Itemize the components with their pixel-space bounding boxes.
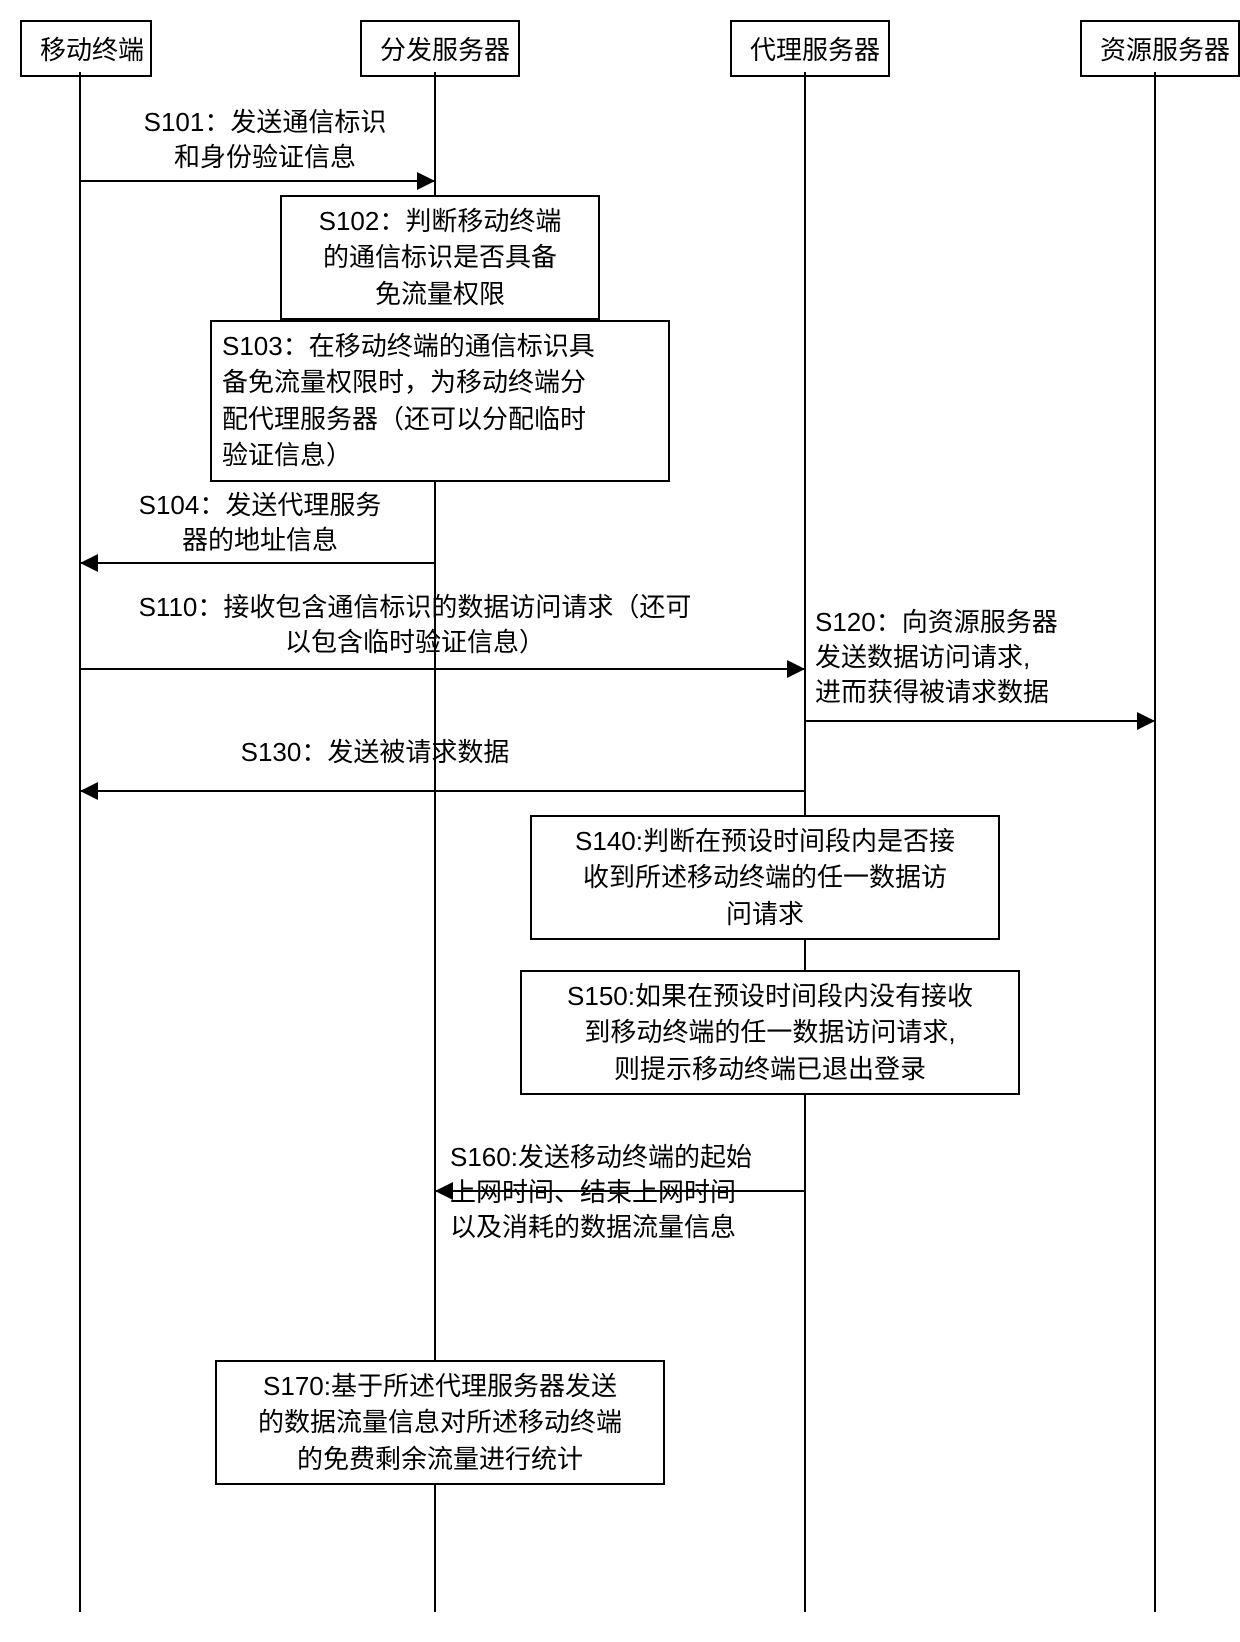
participant-mt: 移动终端 bbox=[20, 20, 152, 77]
msg-s130-arrow bbox=[80, 782, 98, 800]
msg-s110-arrow bbox=[787, 660, 805, 678]
msg-s120-arrow bbox=[1137, 712, 1155, 730]
msg-s101-label: S101：发送通信标识和身份验证信息 bbox=[115, 105, 415, 175]
box-s103: S103：在移动终端的通信标识具备免流量权限时，为移动终端分配代理服务器（还可以… bbox=[210, 320, 670, 482]
participant-mt-label: 移动终端 bbox=[40, 35, 144, 65]
box-s170: S170:基于所述代理服务器发送的数据流量信息对所述移动终端的免费剩余流量进行统… bbox=[215, 1360, 665, 1485]
msg-s104-arrow bbox=[80, 554, 98, 572]
msg-s120-line bbox=[805, 720, 1155, 722]
participant-rs: 资源服务器 bbox=[1080, 20, 1240, 77]
msg-s160-arrow bbox=[435, 1182, 453, 1200]
msg-s110-line bbox=[80, 668, 805, 670]
participant-rs-label: 资源服务器 bbox=[1100, 35, 1230, 65]
participant-ds: 分发服务器 bbox=[360, 20, 520, 77]
participant-ps: 代理服务器 bbox=[730, 20, 890, 77]
msg-s101-arrow bbox=[417, 172, 435, 190]
msg-s110-label: S110：接收包含通信标识的数据访问请求（还可以包含临时验证信息） bbox=[100, 590, 730, 660]
msg-s104-line bbox=[80, 562, 435, 564]
box-s102: S102：判断移动终端的通信标识是否具备免流量权限 bbox=[280, 195, 600, 320]
lifeline-rs bbox=[1154, 72, 1156, 1612]
msg-s101-line bbox=[80, 180, 435, 182]
msg-s104-label: S104：发送代理服务器的地址信息 bbox=[100, 488, 420, 558]
msg-s120-label: S120：向资源服务器发送数据访问请求,进而获得被请求数据 bbox=[815, 605, 1135, 710]
box-s140: S140:判断在预设时间段内是否接收到所述移动终端的任一数据访问请求 bbox=[530, 815, 1000, 940]
lifeline-mt bbox=[79, 72, 81, 1612]
sequence-diagram: 移动终端 分发服务器 代理服务器 资源服务器 S101：发送通信标识和身份验证信… bbox=[0, 0, 1240, 1642]
participant-ps-label: 代理服务器 bbox=[750, 35, 880, 65]
participant-ds-label: 分发服务器 bbox=[380, 35, 510, 65]
msg-s130-label: S130：发送被请求数据 bbox=[200, 735, 550, 770]
msg-s160-line bbox=[435, 1190, 805, 1192]
box-s150: S150:如果在预设时间段内没有接收到移动终端的任一数据访问请求,则提示移动终端… bbox=[520, 970, 1020, 1095]
msg-s160-label: S160:发送移动终端的起始上网时间、结束上网时间以及消耗的数据流量信息 bbox=[450, 1140, 810, 1245]
msg-s130-line bbox=[80, 790, 805, 792]
